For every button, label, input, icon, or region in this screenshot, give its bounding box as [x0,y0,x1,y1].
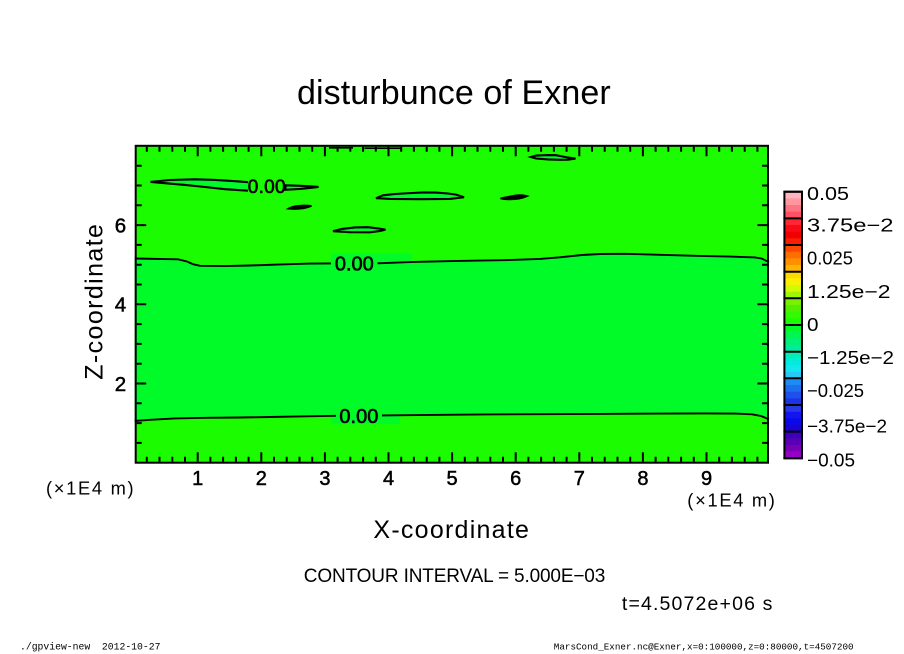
svg-text:5: 5 [447,468,458,490]
svg-text:0.00: 0.00 [339,406,378,428]
svg-text:8: 8 [637,468,648,490]
svg-text:(×1E4 m): (×1E4 m) [687,489,776,510]
svg-text:6: 6 [510,468,521,490]
svg-text:0.025: 0.025 [807,247,853,268]
svg-text:disturbunce of Exner: disturbunce of Exner [297,74,611,112]
svg-text:0.00: 0.00 [248,177,286,198]
svg-text:6: 6 [115,214,126,237]
svg-text:3.75e−2: 3.75e−2 [807,214,894,235]
svg-text:Z-coordinate: Z-coordinate [80,223,108,380]
svg-text:9: 9 [701,468,712,490]
svg-text:−1.25e−2: −1.25e−2 [807,347,894,368]
svg-text:4: 4 [115,294,126,317]
svg-text:(×1E4 m): (×1E4 m) [46,478,135,499]
svg-text:−0.025: −0.025 [807,380,864,401]
svg-text:0.00: 0.00 [335,254,374,276]
svg-text:1.25e−2: 1.25e−2 [807,281,891,302]
svg-text:−0.05: −0.05 [807,449,855,470]
svg-text:7: 7 [574,468,585,490]
svg-text:0.05: 0.05 [807,183,849,204]
svg-text:X-coordinate: X-coordinate [373,516,530,544]
svg-text:2: 2 [115,373,126,396]
svg-text:t=4.5072e+06 s: t=4.5072e+06 s [622,593,774,615]
svg-text:2: 2 [256,468,267,490]
svg-text:1: 1 [192,468,203,490]
svg-text:3: 3 [319,468,330,490]
svg-text:MarsCond_Exner.nc@Exner,x=0:10: MarsCond_Exner.nc@Exner,x=0:100000,z=0:8… [554,642,854,653]
svg-text:./gpview-new 2012-10-27: ./gpview-new 2012-10-27 [20,641,161,652]
svg-text:4: 4 [383,468,394,490]
svg-text:0: 0 [807,314,819,335]
svg-text:−3.75e−2: −3.75e−2 [807,415,887,436]
svg-text:CONTOUR INTERVAL = 5.000E−03: CONTOUR INTERVAL = 5.000E−03 [304,566,605,587]
